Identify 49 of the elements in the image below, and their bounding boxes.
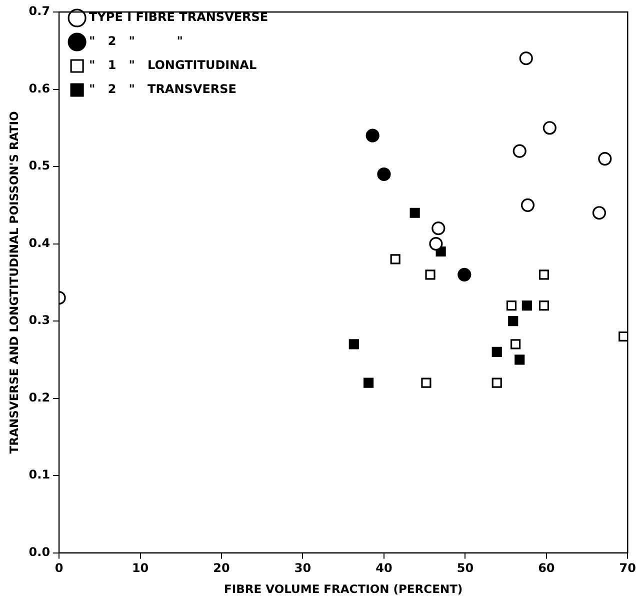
point — [421, 378, 432, 388]
y-axis-title: TRANSVERSE AND LONGTITUDINAL POISSON'S RATIO — [6, 110, 21, 454]
y-tick-label: 0.3 — [28, 313, 50, 328]
y-tick-label: 0.6 — [28, 81, 50, 96]
y-tick-label: 0.1 — [28, 468, 50, 482]
legend-label: TYPE I FIBRE TRANSVERSE — [89, 10, 268, 24]
x-tick-label: 70 — [619, 561, 636, 576]
point — [510, 339, 521, 350]
legend-label: " 2 " TRANSVERSE — [89, 82, 236, 96]
point — [508, 316, 518, 326]
y-tick-label: 0.5 — [28, 158, 50, 173]
y-tick-label: 0.2 — [28, 390, 50, 404]
point — [348, 339, 359, 350]
legend-label: " 1 " LONGTITUDINAL — [89, 58, 257, 72]
legend-label: " 2 " " — [89, 34, 184, 48]
point — [425, 270, 436, 280]
point — [598, 152, 612, 166]
point — [519, 52, 533, 66]
point — [506, 300, 517, 311]
point — [618, 331, 628, 342]
x-axis-title: FIBRE VOLUME FRACTION (PERCENT) — [224, 582, 463, 596]
point — [592, 206, 606, 220]
x-tick-label: 50 — [456, 561, 474, 576]
point — [458, 268, 472, 282]
point — [542, 121, 556, 135]
x-tick-label: 40 — [376, 561, 392, 576]
y-tick-label: 0.0 — [28, 544, 50, 559]
point — [520, 198, 535, 212]
y-tick-label: 0.7 — [28, 4, 50, 18]
point — [363, 378, 374, 388]
x-tick-label: 10 — [132, 561, 149, 576]
point — [512, 144, 526, 158]
point — [366, 128, 380, 142]
x-tick-label: 20 — [213, 561, 230, 576]
point — [390, 254, 400, 264]
point — [492, 346, 502, 357]
point — [514, 354, 525, 365]
point — [538, 300, 550, 311]
point — [492, 378, 502, 388]
point — [429, 236, 443, 251]
point — [410, 208, 420, 218]
point — [522, 300, 532, 311]
x-tick-label: 0 — [54, 561, 64, 576]
point — [432, 222, 446, 236]
point — [377, 167, 391, 182]
x-tick-label: 60 — [538, 561, 555, 576]
x-tick-label: 30 — [294, 561, 312, 576]
point — [538, 270, 550, 280]
y-tick-label: 0.4 — [28, 236, 50, 250]
